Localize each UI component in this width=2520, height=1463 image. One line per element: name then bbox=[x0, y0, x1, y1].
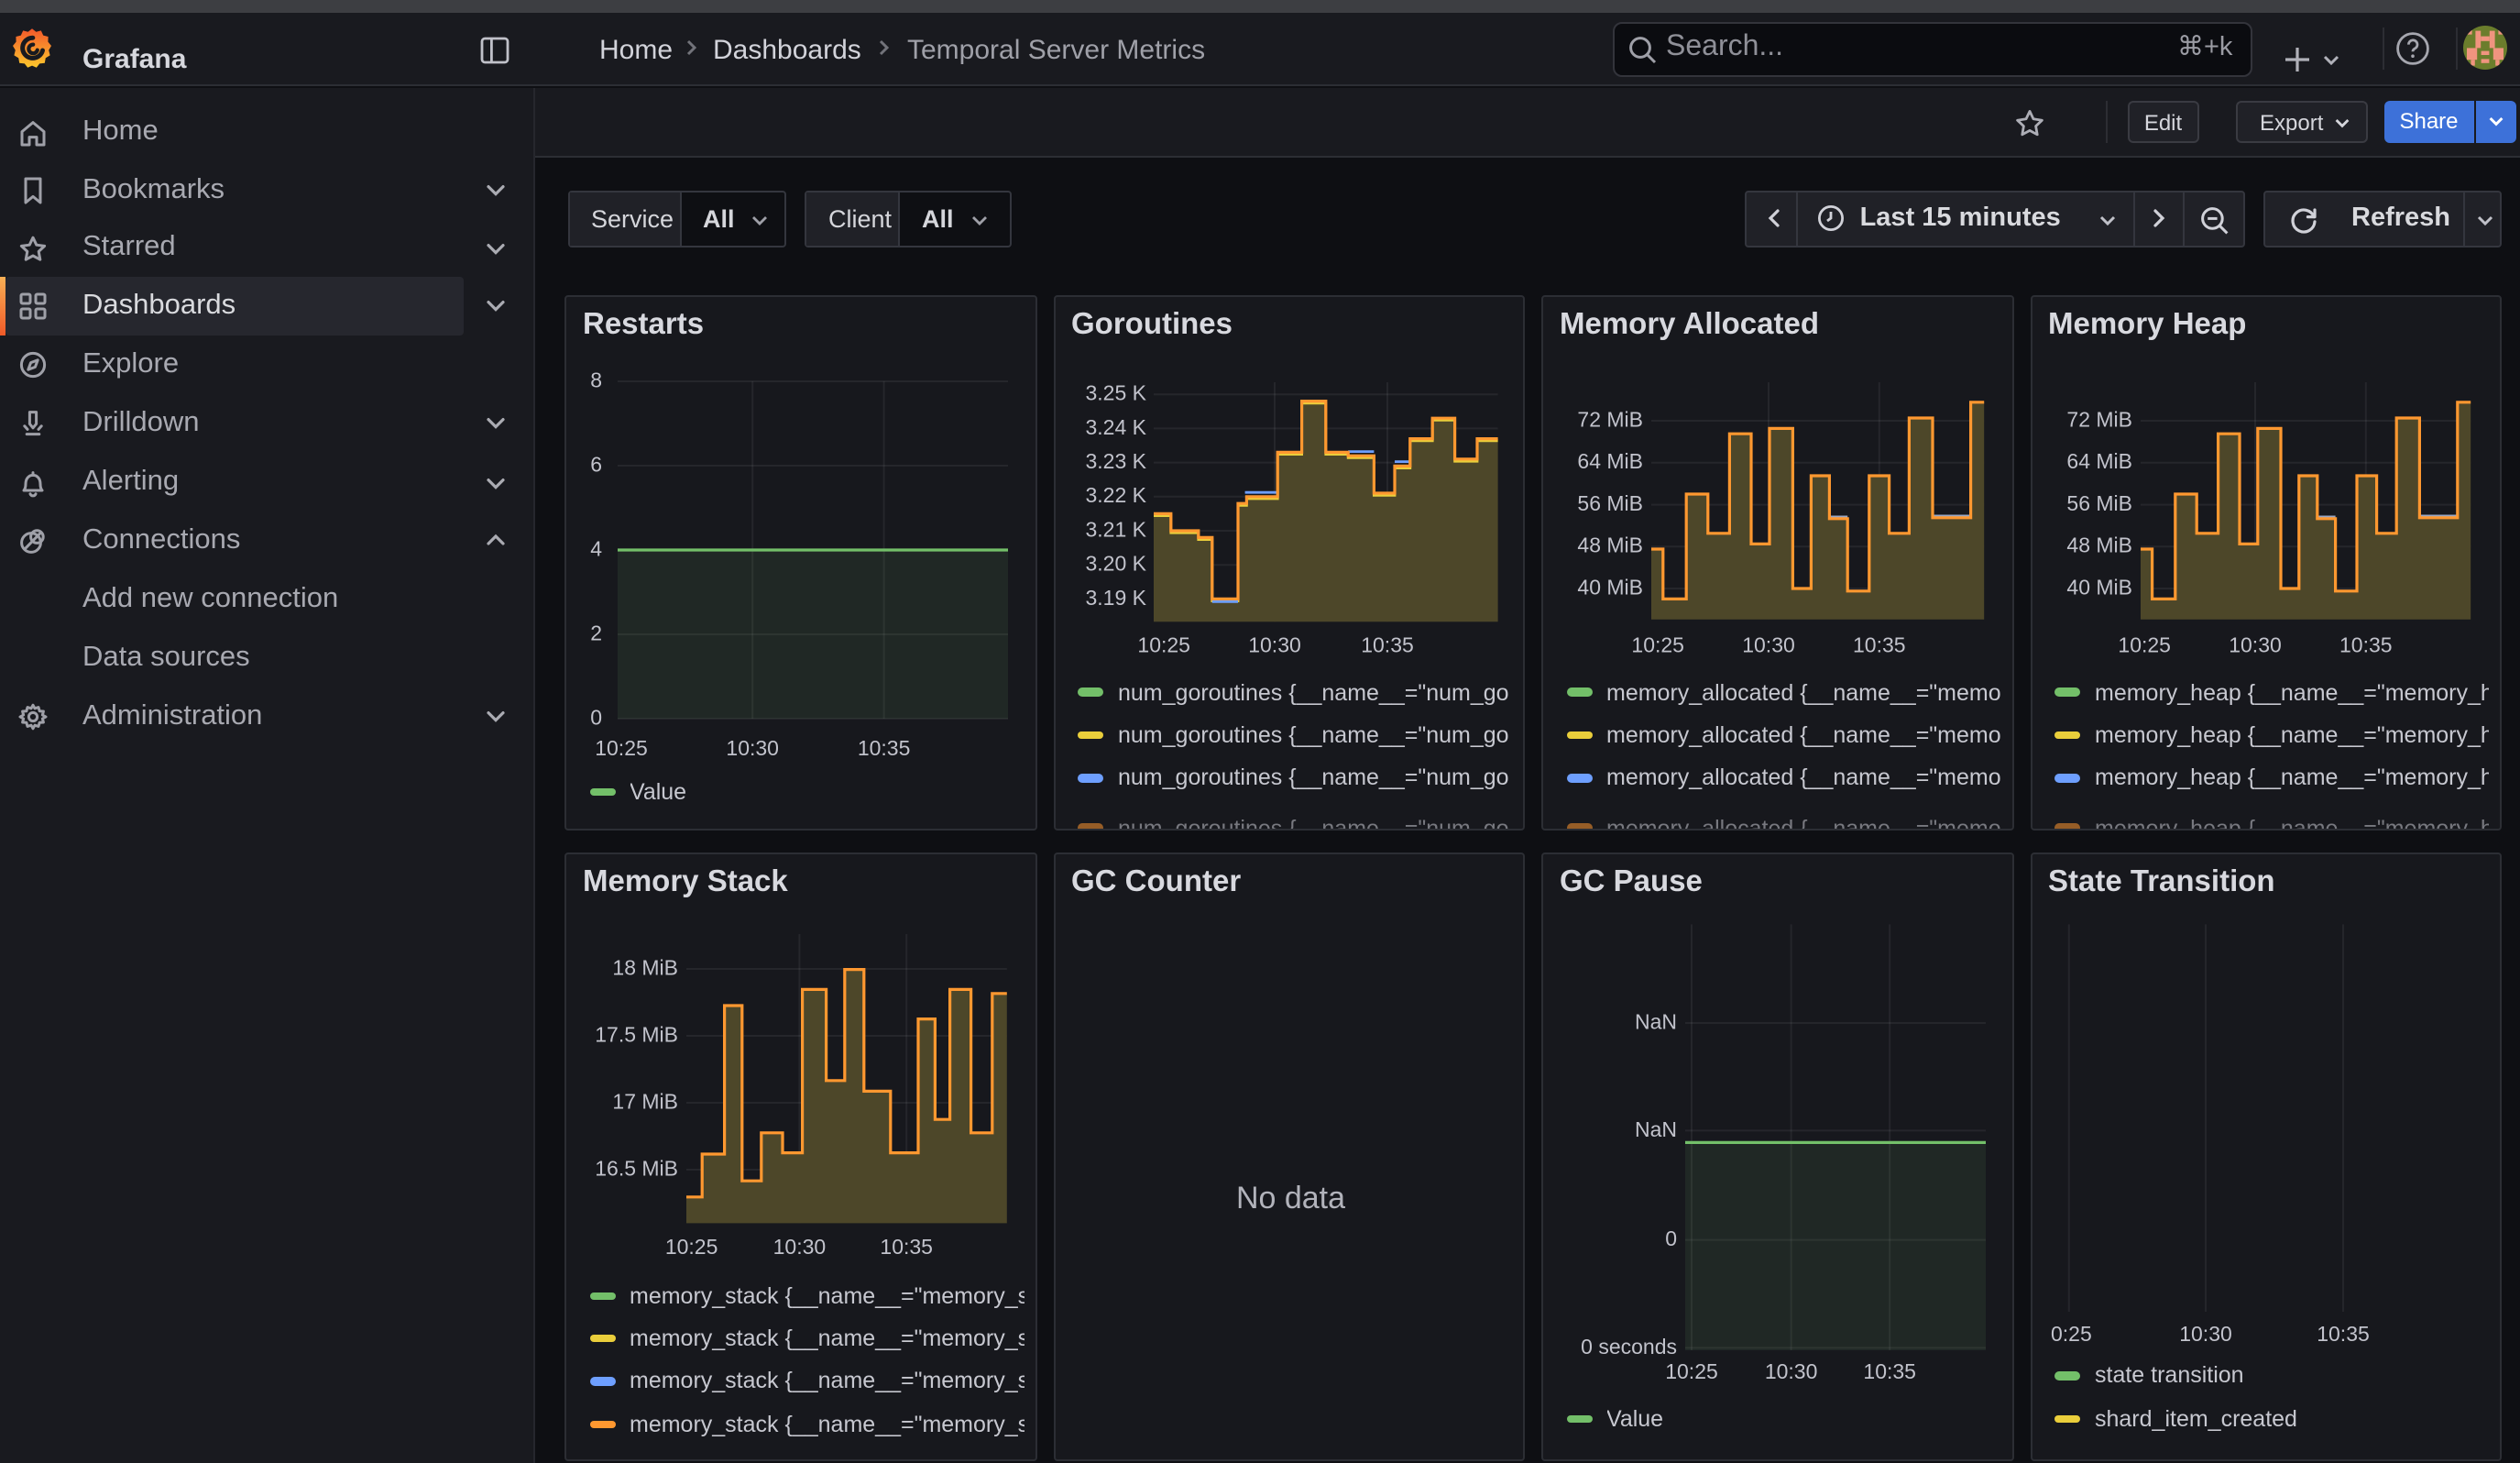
svg-text:10:30: 10:30 bbox=[2178, 1321, 2231, 1345]
svg-text:0 seconds: 0 seconds bbox=[1581, 1334, 1677, 1358]
svg-text:10:25: 10:25 bbox=[665, 1234, 718, 1258]
svg-text:0: 0 bbox=[590, 704, 602, 728]
svg-text:17.5 MiB: 17.5 MiB bbox=[595, 1021, 678, 1045]
svg-text:3.25 K: 3.25 K bbox=[1085, 380, 1146, 404]
svg-text:72 MiB: 72 MiB bbox=[1577, 406, 1643, 430]
svg-text:3.22 K: 3.22 K bbox=[1085, 482, 1146, 506]
svg-text:3.20 K: 3.20 K bbox=[1085, 551, 1146, 575]
svg-text:17 MiB: 17 MiB bbox=[612, 1088, 678, 1112]
svg-text:3.19 K: 3.19 K bbox=[1085, 585, 1146, 609]
svg-text:10:35: 10:35 bbox=[1853, 632, 1906, 656]
svg-text:40 MiB: 40 MiB bbox=[1577, 574, 1643, 598]
svg-text:6: 6 bbox=[590, 451, 602, 475]
svg-text:56 MiB: 56 MiB bbox=[1577, 490, 1643, 514]
svg-text:72 MiB: 72 MiB bbox=[2065, 406, 2131, 430]
svg-text:16.5 MiB: 16.5 MiB bbox=[595, 1155, 678, 1179]
svg-text:48 MiB: 48 MiB bbox=[2065, 533, 2131, 556]
svg-text:3.24 K: 3.24 K bbox=[1085, 414, 1146, 438]
svg-text:0: 0 bbox=[1665, 1226, 1677, 1249]
svg-text:4: 4 bbox=[590, 535, 602, 559]
svg-text:10:30: 10:30 bbox=[1742, 632, 1795, 656]
svg-text:18 MiB: 18 MiB bbox=[612, 954, 678, 978]
svg-text:10:30: 10:30 bbox=[1765, 1358, 1818, 1382]
svg-text:3.21 K: 3.21 K bbox=[1085, 516, 1146, 540]
svg-text:10:35: 10:35 bbox=[1863, 1358, 1916, 1382]
svg-text:10:35: 10:35 bbox=[858, 735, 911, 759]
svg-text:0:25: 0:25 bbox=[2050, 1321, 2091, 1345]
svg-text:8: 8 bbox=[590, 367, 602, 390]
svg-text:40 MiB: 40 MiB bbox=[2065, 574, 2131, 598]
svg-text:10:25: 10:25 bbox=[1665, 1358, 1718, 1382]
svg-text:64 MiB: 64 MiB bbox=[2065, 448, 2131, 472]
svg-text:48 MiB: 48 MiB bbox=[1577, 533, 1643, 556]
svg-text:10:25: 10:25 bbox=[595, 735, 648, 759]
svg-text:10:30: 10:30 bbox=[773, 1234, 827, 1258]
svg-text:10:35: 10:35 bbox=[1360, 632, 1413, 656]
svg-text:NaN: NaN bbox=[1635, 1116, 1677, 1140]
svg-text:64 MiB: 64 MiB bbox=[1577, 448, 1643, 472]
svg-text:10:25: 10:25 bbox=[2117, 632, 2170, 656]
svg-text:10:25: 10:25 bbox=[1136, 632, 1189, 656]
svg-text:2: 2 bbox=[590, 620, 602, 644]
svg-text:10:30: 10:30 bbox=[1247, 632, 1300, 656]
svg-text:NaN: NaN bbox=[1635, 1008, 1677, 1032]
svg-text:3.23 K: 3.23 K bbox=[1085, 448, 1146, 472]
svg-text:10:25: 10:25 bbox=[1631, 632, 1684, 656]
svg-text:10:35: 10:35 bbox=[2316, 1321, 2369, 1345]
svg-text:10:35: 10:35 bbox=[880, 1234, 933, 1258]
svg-text:10:30: 10:30 bbox=[2228, 632, 2281, 656]
svg-text:56 MiB: 56 MiB bbox=[2065, 490, 2131, 514]
svg-text:10:35: 10:35 bbox=[2339, 632, 2392, 656]
svg-text:10:30: 10:30 bbox=[726, 735, 779, 759]
